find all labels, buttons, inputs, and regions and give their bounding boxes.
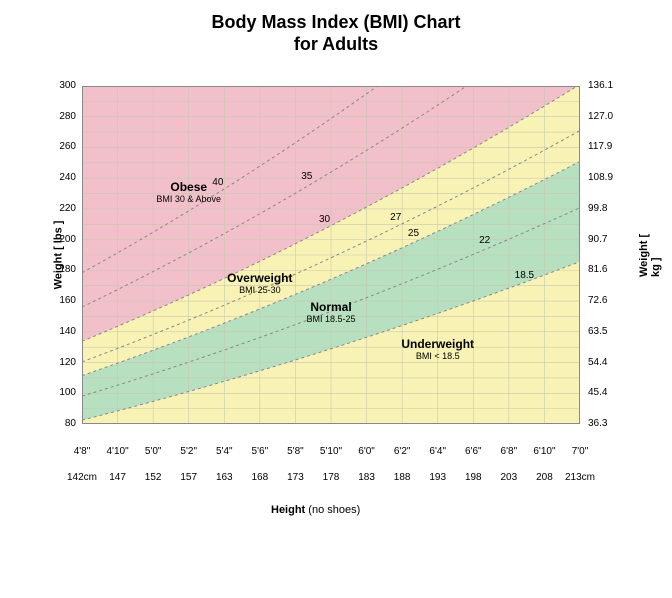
xtick-cm: 198 (455, 472, 491, 483)
xtick-in: 4'8" (67, 446, 97, 457)
bmi-line-label: 35 (301, 171, 312, 182)
bmi-line-label: 27 (390, 212, 401, 223)
bmi-line-label: 22 (479, 235, 490, 246)
xtick-cm: 168 (242, 472, 278, 483)
ytick-left: 220 (59, 203, 76, 214)
zone-label-normal: NormalBMI 18.5-25 (271, 300, 391, 324)
xtick-cm: 193 (420, 472, 456, 483)
y-axis-label-right: Weight [ kg ] (638, 233, 662, 277)
xtick-cm: 173 (277, 472, 313, 483)
xtick-in: 5'6" (245, 446, 275, 457)
ytick-right: 99.8 (588, 203, 607, 214)
ytick-right: 63.5 (588, 326, 607, 337)
xtick-cm: 213cm (562, 472, 598, 483)
title-line-2: for Adults (294, 34, 378, 54)
xtick-in: 6'10" (529, 446, 559, 457)
ytick-left: 240 (59, 172, 76, 183)
xtick-cm: 163 (206, 472, 242, 483)
title-line-1: Body Mass Index (BMI) Chart (211, 12, 460, 32)
xtick-in: 6'6" (458, 446, 488, 457)
xtick-cm: 188 (384, 472, 420, 483)
xtick-cm: 203 (491, 472, 527, 483)
ytick-right: 90.7 (588, 234, 607, 245)
bmi-line-label: 30 (319, 214, 330, 225)
chart-title: Body Mass Index (BMI) Chart for Adults (0, 0, 672, 55)
xtick-cm: 178 (313, 472, 349, 483)
xtick-in: 4'10" (103, 446, 133, 457)
xtick-cm: 147 (100, 472, 136, 483)
xtick-in: 7'0" (565, 446, 595, 457)
ytick-right: 108.9 (588, 172, 613, 183)
xtick-in: 5'0" (138, 446, 168, 457)
ytick-left: 280 (59, 111, 76, 122)
xtick-cm: 142cm (64, 472, 100, 483)
xtick-in: 5'8" (280, 446, 310, 457)
ytick-right: 81.6 (588, 264, 607, 275)
ytick-right: 127.0 (588, 111, 613, 122)
xtick-cm: 157 (171, 472, 207, 483)
ytick-right: 54.4 (588, 357, 607, 368)
xtick-in: 5'2" (174, 446, 204, 457)
bmi-line-label: 18.5 (515, 270, 534, 281)
xtick-in: 6'0" (352, 446, 382, 457)
zone-label-obese: ObeseBMI 30 & Above (129, 180, 249, 204)
ytick-left: 80 (65, 418, 76, 429)
xtick-in: 6'8" (494, 446, 524, 457)
xtick-cm: 152 (135, 472, 171, 483)
ytick-left: 300 (59, 80, 76, 91)
ytick-left: 260 (59, 141, 76, 152)
xtick-in: 6'4" (423, 446, 453, 457)
xtick-cm: 208 (526, 472, 562, 483)
bmi-line-label: 25 (408, 228, 419, 239)
ytick-right: 36.3 (588, 418, 607, 429)
ytick-left: 160 (59, 295, 76, 306)
chart-plot (82, 86, 580, 424)
bmi-chart-container: Body Mass Index (BMI) Chart for Adults 8… (0, 0, 672, 598)
xtick-in: 5'4" (209, 446, 239, 457)
xtick-cm: 183 (349, 472, 385, 483)
ytick-right: 136.1 (588, 80, 613, 91)
bmi-line-label: 40 (212, 177, 223, 188)
xtick-in: 6'2" (387, 446, 417, 457)
ytick-right: 117.9 (588, 141, 612, 152)
ytick-right: 45.4 (588, 387, 607, 398)
ytick-left: 140 (59, 326, 76, 337)
y-axis-label-left: Weight [ lbs ] (52, 221, 64, 290)
ytick-left: 120 (59, 357, 76, 368)
ytick-left: 100 (59, 387, 76, 398)
xtick-in: 5'10" (316, 446, 346, 457)
x-axis-label: Height (no shoes) (271, 504, 360, 516)
zone-label-overweight: OverweightBMI 25-30 (200, 271, 320, 295)
zone-label-underweight: UnderweightBMI < 18.5 (378, 337, 498, 361)
ytick-right: 72.6 (588, 295, 607, 306)
